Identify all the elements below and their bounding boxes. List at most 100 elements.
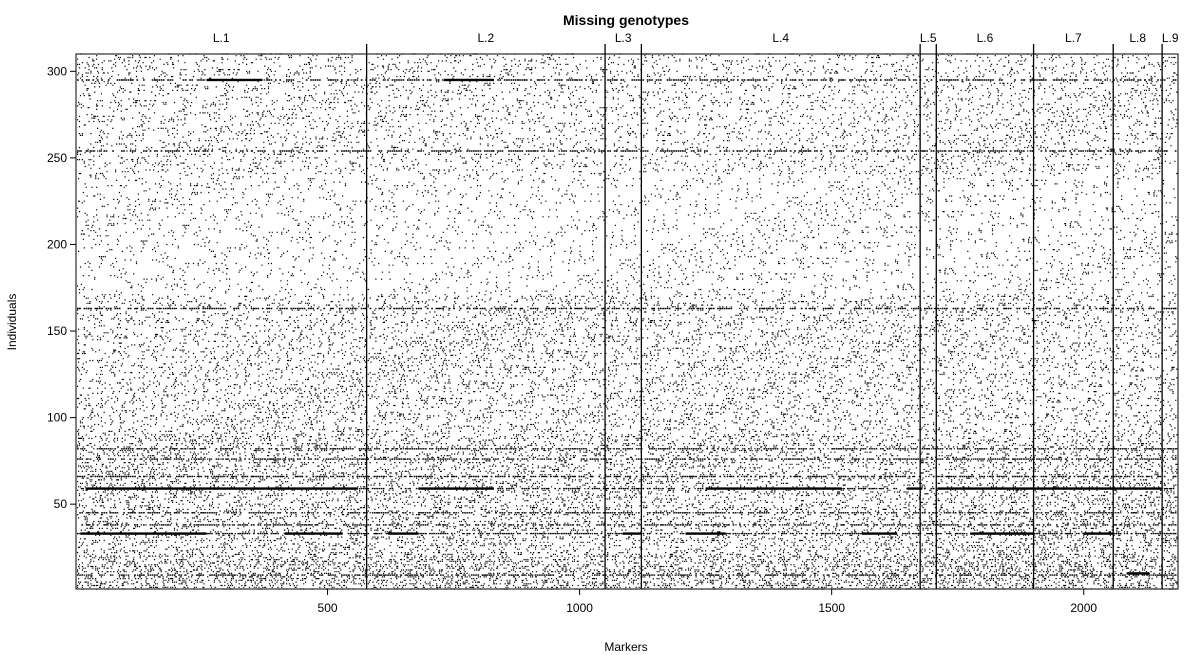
missing-dots-individual-212 (108, 223, 1164, 225)
missing-dots-individual-302 (78, 67, 1146, 69)
missing-dots-individual-227 (103, 197, 1176, 199)
missing-dots-individual-160 (77, 313, 1174, 315)
missing-dots-individual-170 (83, 295, 1176, 297)
missing-dots-individual-11 (77, 571, 1170, 573)
missing-dots-individual-281 (78, 103, 1159, 105)
y-tick-label: 250 (47, 151, 67, 165)
missing-dots-individual-178 (127, 281, 1170, 284)
missing-dots-individual-181 (94, 276, 1162, 278)
missing-dots-individual-114 (92, 392, 1174, 394)
missing-dots-individual-192 (100, 257, 1178, 259)
missing-dots-individual-248 (83, 160, 1176, 162)
missing-dots-individual-249 (77, 159, 1160, 161)
missing-dots-individual-146 (85, 337, 1161, 339)
missing-dots-individual-34 (87, 531, 1162, 533)
missing-dots-individual-220 (96, 209, 1143, 211)
missing-dots-individual-199 (129, 245, 1159, 247)
missing-dots-individual-145 (77, 339, 1159, 341)
missing-dots-individual-208 (81, 230, 1145, 232)
missing-dots-individual-158 (87, 316, 1156, 318)
missing-dots-individual-303 (88, 65, 1166, 67)
missing-dots-individual-165 (130, 304, 1170, 306)
missing-dots-individual-273 (91, 117, 1174, 119)
missing-dots-individual-187 (79, 266, 1171, 268)
missing-dots-individual-131 (82, 363, 1130, 365)
missing-dots-individual-25 (78, 546, 1170, 548)
x-tick-label: 2000 (1070, 601, 1097, 615)
missing-dots-individual-77 (79, 456, 1177, 458)
missing-dots-individual-306 (92, 60, 1168, 62)
missing-dots-individual-233 (85, 186, 1119, 188)
missing-dots-individual-22 (77, 552, 1170, 554)
missing-dots-individual-75 (93, 460, 1165, 462)
missing-dots-individual-290 (86, 88, 1172, 90)
missing-dots-individual-209 (87, 228, 1139, 230)
missing-dots-individual-73 (96, 463, 1178, 465)
missing-dots-individual-264 (78, 133, 1173, 135)
missing-dots-individual-130 (104, 365, 1151, 367)
missing-dots-individual-166 (86, 302, 1176, 304)
missing-dots-individual-125 (80, 373, 1168, 375)
missing-dots-individual-40 (86, 520, 1174, 523)
missing-dots-individual-140 (91, 347, 1172, 349)
missing-dots-individual-79 (79, 453, 1160, 455)
missing-dots-individual-185 (91, 269, 1070, 271)
missing-dots-individual-193 (98, 256, 1177, 258)
missing-dots-individual-164 (98, 306, 1164, 308)
missing-dots-individual-135 (108, 356, 1160, 358)
missing-dots-individual-174 (78, 288, 1123, 291)
missing-dots-individual-138 (82, 351, 1177, 353)
y-tick-label: 50 (54, 497, 68, 511)
missing-dots-individual-224 (81, 202, 1171, 204)
missing-dots-individual-115 (101, 391, 1174, 393)
missing-segment-individual-295 (206, 78, 263, 82)
missing-dots-individual-213 (85, 221, 1167, 223)
missing-dots-individual-26 (80, 545, 1177, 547)
y-tick-label: 200 (47, 237, 67, 251)
missing-dots-individual-106 (77, 406, 1132, 408)
missing-segment-individual-33 (861, 532, 898, 535)
missing-dots-individual-128 (78, 368, 1178, 370)
x-tick-label: 1500 (818, 601, 845, 615)
missing-dots-individual-271 (78, 120, 1156, 123)
missing-dots-individual-52 (78, 500, 1177, 502)
missing-dots-individual-70 (86, 468, 1178, 471)
missing-dots-individual-218 (84, 212, 1154, 214)
missing-dots-individual-144 (107, 340, 1178, 342)
missing-dots-individual-247 (83, 162, 1171, 164)
missing-dots-individual-85 (78, 443, 1168, 445)
missing-dots-individual-101 (89, 415, 1177, 417)
missing-segment-individual-33 (284, 532, 343, 535)
missing-dots-individual-150 (86, 330, 1177, 332)
missing-dots-individual-226 (99, 198, 1123, 200)
missing-dots-individual-287 (82, 93, 1171, 95)
missing-dots-individual-279 (80, 107, 1146, 109)
missing-dots-individual-156 (88, 320, 1161, 322)
y-tick-label: 150 (47, 324, 67, 338)
missing-dots-individual-215 (122, 217, 1144, 220)
missing-dots-individual-47 (91, 508, 1171, 510)
missing-dots-individual-272 (77, 119, 1178, 121)
missing-dots-individual-90 (78, 434, 1178, 436)
missing-dots-individual-252 (77, 153, 1166, 155)
missing-dots-individual-74 (81, 462, 1166, 464)
missing-dots-individual-107 (85, 404, 1171, 407)
missing-dots-individual-120 (98, 382, 1171, 384)
missing-dots-individual-127 (78, 370, 1172, 372)
missing-dots-individual-177 (80, 283, 1173, 285)
missing-dots-individual-64 (89, 479, 1172, 481)
missing-dots-individual-203 (82, 238, 1153, 240)
missing-dots-individual-240 (89, 174, 1115, 176)
missing-dots-individual-121 (78, 380, 1143, 382)
missing-dots-individual-51 (93, 501, 1174, 503)
missing-dots-individual-263 (79, 134, 1154, 136)
missing-dots-individual-16 (81, 562, 1175, 564)
missing-dots-individual-152 (83, 327, 1170, 329)
missing-dots-individual-210 (91, 226, 1156, 228)
missing-dots-individual-15 (78, 564, 1173, 566)
missing-dots-individual-308 (88, 56, 1176, 59)
missing-dots-individual-103 (91, 411, 1147, 413)
missing-dots-individual-265 (99, 131, 1151, 133)
missing-dots-individual-186 (122, 268, 1167, 270)
missing-dots-individual-196 (78, 250, 1144, 252)
